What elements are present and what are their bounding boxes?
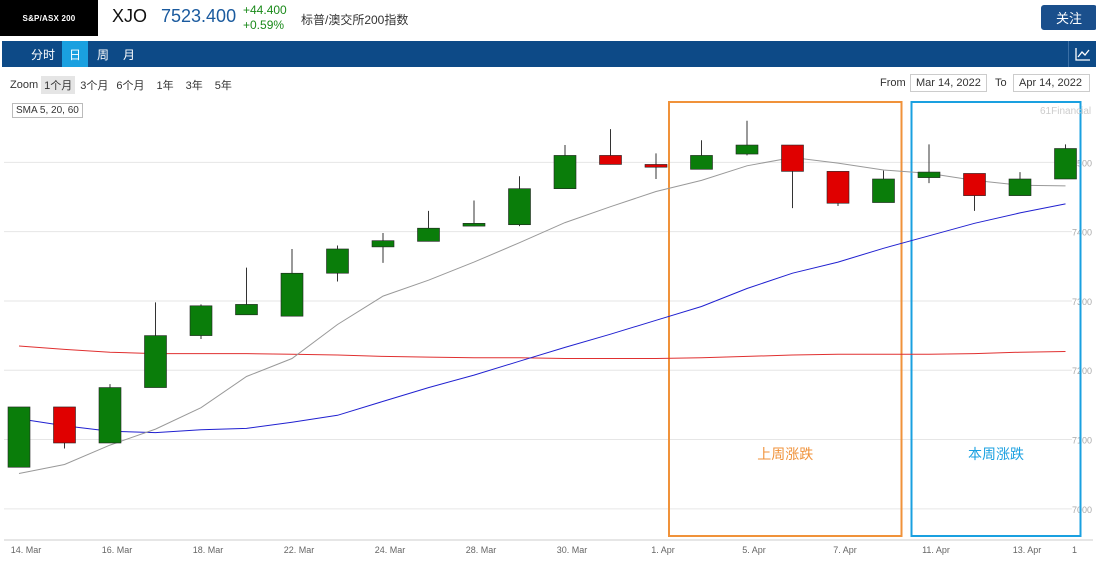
- y-tick-label: 7400: [1072, 228, 1092, 238]
- x-tick-label: 16. Mar: [102, 545, 133, 555]
- line-chart-icon: [1074, 48, 1090, 61]
- x-tick-label: 1. Apr: [651, 545, 675, 555]
- x-tick-label: 24. Mar: [375, 545, 406, 555]
- candle-body: [826, 171, 850, 204]
- sma20-line: [18, 203, 1066, 434]
- index-name: 标普/澳交所200指数: [301, 13, 409, 27]
- candle-body: [735, 144, 759, 155]
- x-tick-label: 1: [1072, 545, 1077, 555]
- candle-body: [781, 144, 804, 172]
- last-week-box: [668, 101, 903, 537]
- tab-weekly[interactable]: 周: [96, 47, 109, 62]
- y-tick-label: 7500: [1072, 158, 1092, 168]
- to-label: To: [995, 77, 1007, 89]
- this-week-box: [910, 101, 1082, 537]
- follow-button[interactable]: 关注: [1041, 5, 1096, 30]
- candle-body: [690, 155, 713, 170]
- indicator-legend[interactable]: SMA 5, 20, 60: [12, 103, 83, 118]
- zoom-3y-button[interactable]: 3年: [185, 80, 203, 92]
- candle-body: [599, 155, 622, 165]
- y-tick-label: 7100: [1072, 436, 1092, 446]
- from-label: From: [880, 77, 906, 89]
- candle-body: [872, 178, 895, 203]
- tab-monthly[interactable]: 月: [122, 47, 135, 62]
- candle-body: [98, 387, 122, 444]
- zoom-3m-button[interactable]: 3个月: [80, 80, 109, 92]
- sma5-line: [18, 156, 1066, 474]
- candle-body: [963, 173, 986, 196]
- candle-body: [235, 304, 258, 316]
- candle-body: [144, 335, 167, 388]
- x-tick-label: 11. Apr: [922, 545, 950, 555]
- x-tick-label: 5. Apr: [742, 545, 766, 555]
- candle-body: [462, 223, 486, 227]
- x-tick-label: 14. Mar: [11, 545, 42, 555]
- candle-body: [280, 272, 304, 317]
- x-tick-label: 18. Mar: [193, 545, 224, 555]
- this-week-box-label: 本周涨跌: [968, 447, 1024, 463]
- period-tabbar: 分时 日 周 月: [2, 41, 1096, 67]
- sma60-line: [18, 345, 1066, 359]
- price-change: +44.400: [243, 3, 287, 17]
- tab-daily[interactable]: 日: [62, 41, 88, 67]
- candle-body: [417, 227, 440, 242]
- candle-body: [1054, 148, 1077, 180]
- last-price: 7523.400: [161, 6, 237, 26]
- from-date-input[interactable]: Mar 14, 2022: [910, 74, 987, 92]
- candle-body: [508, 188, 531, 226]
- candle-body: [7, 406, 31, 468]
- y-tick-label: 7000: [1072, 505, 1092, 515]
- zoom-6m-button[interactable]: 6个月: [116, 80, 145, 92]
- x-tick-label: 13. Apr: [1013, 545, 1042, 555]
- x-tick-label: 28. Mar: [466, 545, 497, 555]
- candle-body: [189, 305, 213, 336]
- to-date-input[interactable]: Apr 14, 2022: [1013, 74, 1090, 92]
- price-change-percent: +0.59%: [243, 18, 285, 32]
- y-tick-label: 7200: [1072, 366, 1092, 376]
- candle-body: [553, 155, 577, 189]
- tab-intraday[interactable]: 分时: [30, 47, 55, 62]
- candle-body: [326, 248, 349, 274]
- y-tick-label: 7300: [1072, 297, 1092, 307]
- candle-body: [371, 240, 395, 248]
- ticker-symbol: XJO: [112, 6, 148, 26]
- quote-header: S&P/ASX 200 XJO 7523.400 +44.400 +0.59% …: [0, 0, 1096, 36]
- x-tick-label: 30. Mar: [557, 545, 588, 555]
- zoom-1m-button[interactable]: 1个月: [41, 76, 76, 94]
- index-logo: S&P/ASX 200: [0, 0, 98, 36]
- x-tick-label: 22. Mar: [284, 545, 315, 555]
- x-tick-label: 7. Apr: [833, 545, 857, 555]
- chart-type-button[interactable]: [1068, 41, 1096, 67]
- zoom-5y-button[interactable]: 5年: [214, 80, 232, 92]
- zoom-label: Zoom: [10, 79, 39, 91]
- zoom-selector: Zoom 1个月 3个月 6个月 1年 3年 5年: [10, 76, 237, 94]
- candle-body: [53, 406, 76, 444]
- candle-body: [644, 164, 668, 168]
- candle-body: [1008, 178, 1032, 196]
- last-week-box-label: 上周涨跌: [757, 447, 813, 463]
- candle-body: [917, 171, 941, 178]
- zoom-1y-button[interactable]: 1年: [156, 80, 174, 92]
- data-credit: 61Financial: [1040, 106, 1092, 117]
